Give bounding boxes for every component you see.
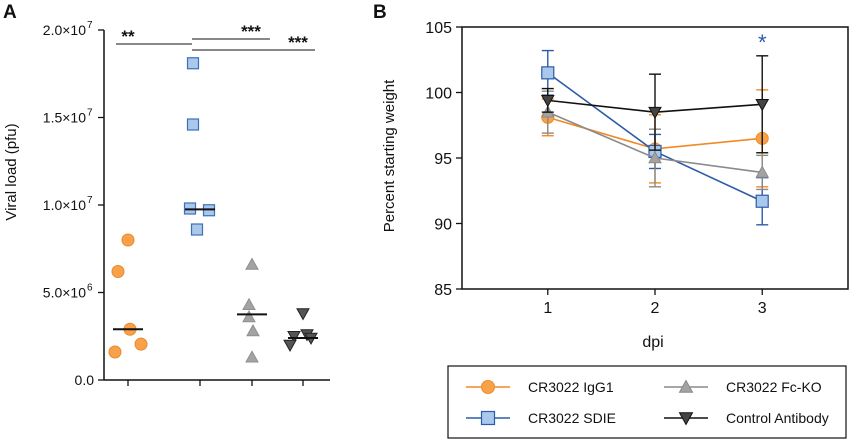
panel-b-x-axis-label: dpi <box>642 334 663 351</box>
legend: CR3022 IgG1 CR3022 SDIE CR3022 Fc-KO Contro… <box>447 365 847 439</box>
panel-a-y-tick-exponent: 7 <box>87 195 93 206</box>
panel-a-label: A <box>3 2 17 23</box>
panel-a-point <box>287 330 301 344</box>
legend-item: CR3022 SDIE <box>466 410 616 426</box>
panel-a-point <box>186 57 200 70</box>
legend-label: CR3022 IgG1 <box>528 379 614 395</box>
panel-a-point <box>245 350 259 363</box>
legend-item: CR3022 Fc-KO <box>664 379 822 395</box>
legend-item: CR3022 IgG1 <box>466 379 614 395</box>
panel-b-point <box>755 194 769 208</box>
panel-a-point <box>296 308 310 321</box>
panel-a-y-tick-label: 5.0×10 <box>43 285 86 301</box>
legend-item: Control Antibody <box>664 410 829 426</box>
legend-box <box>447 365 847 439</box>
panel-b-y-axis-label: Percent starting weight <box>381 79 398 232</box>
legend-marker <box>678 379 694 393</box>
legend-marker <box>480 410 496 426</box>
panel-a-point <box>246 323 260 337</box>
legend-label: CR3022 Fc-KO <box>726 379 822 395</box>
legend-marker <box>481 380 495 394</box>
panel-b-series <box>540 55 770 154</box>
panel-b-x-tick-label: 2 <box>651 300 660 317</box>
panel-a-y-tick-exponent: 7 <box>87 108 93 119</box>
panel-b-x-tick-label: 1 <box>543 300 552 317</box>
panel-a-y-axis-label: Viral load (pfu) <box>3 123 20 220</box>
panel-a-point <box>121 233 135 247</box>
legend-marker <box>678 412 694 426</box>
panel-a-point <box>242 309 256 323</box>
panel-a-point <box>111 265 125 278</box>
panel-a-group <box>242 257 260 363</box>
panel-a-y-tick-label: 1.0×10 <box>43 197 86 213</box>
panel-a-significance-label: *** <box>241 22 261 41</box>
panel-a-y-tick-label: 1.5×10 <box>43 110 86 126</box>
panel-a-y-tick-label: 0.0 <box>75 372 95 388</box>
panel-b-point <box>540 95 555 108</box>
legend-label: Control Antibody <box>726 410 829 426</box>
panel-a-y-tick-label: 2.0×10 <box>43 22 86 38</box>
panel-b-significance-star: * <box>758 30 767 55</box>
panel-a-point <box>134 337 148 351</box>
panel-a-significance-label: ** <box>121 27 135 46</box>
panel-a-point <box>190 223 204 236</box>
panel-a-group <box>108 233 148 359</box>
panel-a-y-tick-exponent: 7 <box>87 20 93 31</box>
panel-b-y-tick-label: 100 <box>425 86 452 103</box>
panel-b-point <box>648 150 662 164</box>
panel-b-point <box>541 66 555 80</box>
panel-a-point <box>186 118 200 131</box>
panel-b-y-tick-label: 95 <box>434 151 452 168</box>
panel-a-chart: A Viral load (pfu) 0.05.0×10 61.0×10 71.5×… <box>3 2 330 388</box>
panel-b-point <box>755 98 770 112</box>
panel-b-chart: B Percent starting weight dpi 85 90 95 100 1… <box>373 2 849 351</box>
panel-a-point <box>108 345 122 359</box>
panel-b-y-tick-label: 105 <box>425 20 452 37</box>
panel-b-point <box>755 165 770 178</box>
panel-a-y-tick-exponent: 6 <box>87 283 93 294</box>
panel-b-y-tick-label: 90 <box>434 217 452 234</box>
panel-b-x-tick-label: 3 <box>758 300 767 317</box>
panel-a-significance-label: *** <box>288 33 308 52</box>
panel-a-point <box>242 297 256 311</box>
legend-label: CR3022 SDIE <box>528 410 616 426</box>
panel-a-point <box>283 339 297 353</box>
panel-b-label: B <box>373 2 387 23</box>
panel-b-y-tick-label: 85 <box>434 282 452 299</box>
panel-b-point <box>648 106 662 120</box>
panel-a-point <box>245 257 259 270</box>
panel-a-group <box>283 308 318 353</box>
